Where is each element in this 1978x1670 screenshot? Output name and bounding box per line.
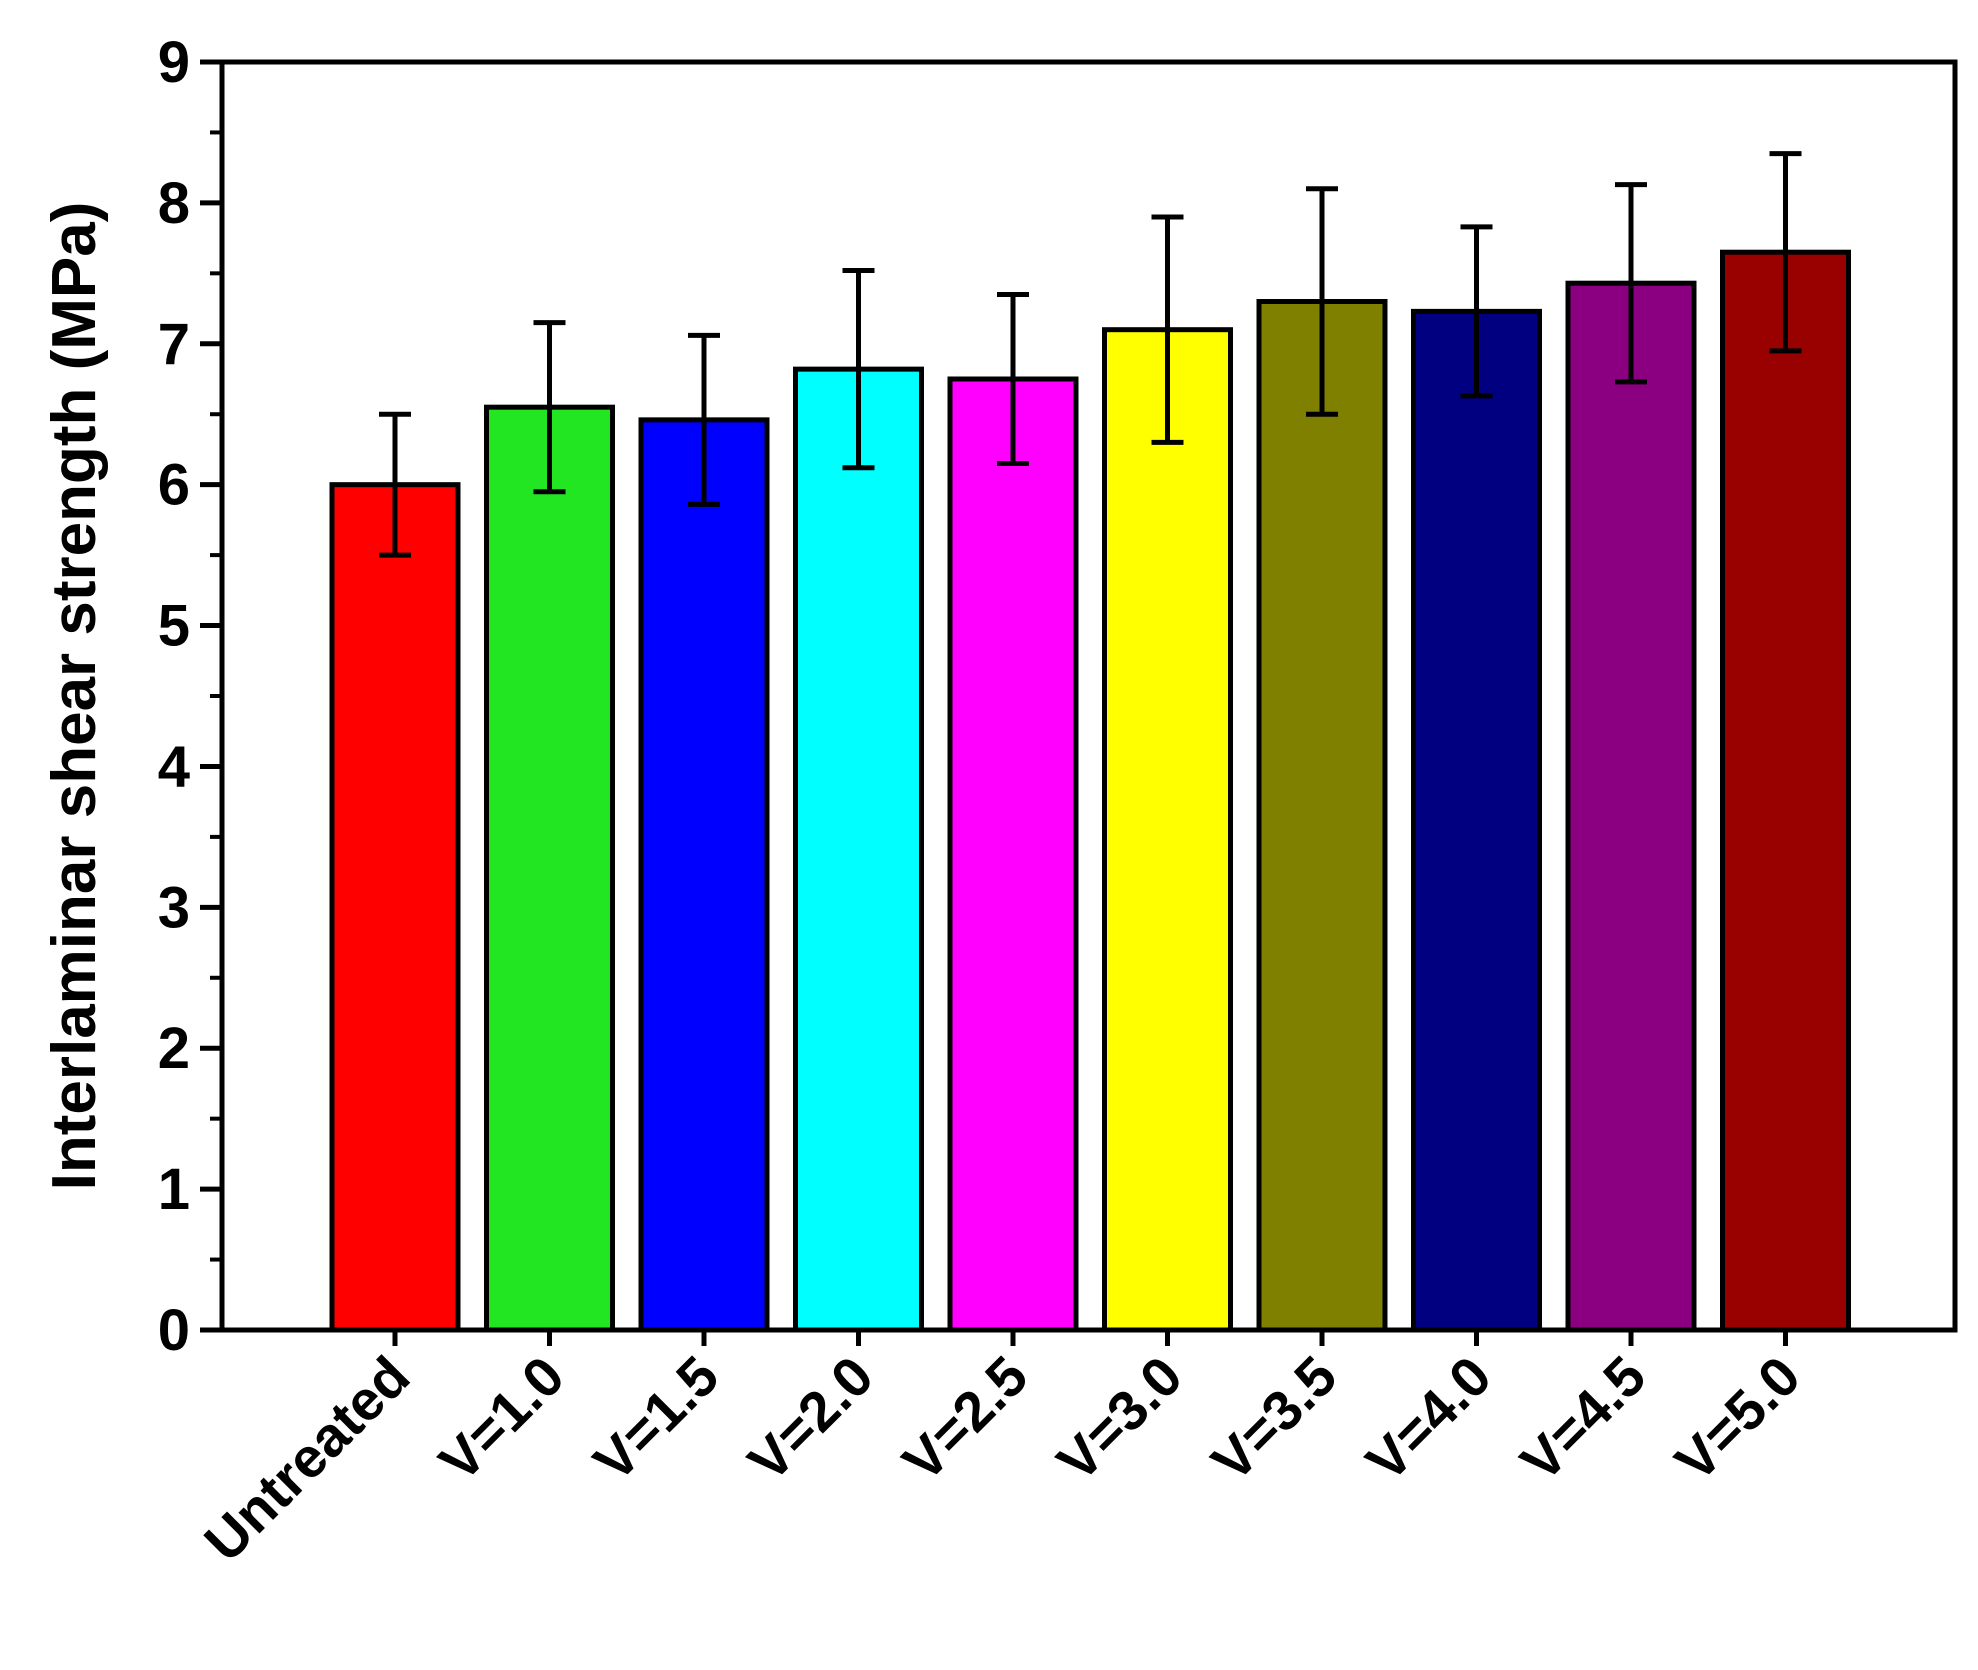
y-tick-label: 2	[158, 1016, 190, 1081]
bar	[329, 482, 461, 1333]
y-tick-label: 9	[158, 30, 190, 95]
y-tick-label: 7	[158, 312, 190, 377]
bar	[638, 417, 770, 1333]
y-tick-label: 6	[158, 453, 190, 518]
bar	[1102, 327, 1233, 1333]
bar	[484, 404, 615, 1333]
x-tick-label: V=1.5	[581, 1344, 730, 1493]
y-tick-label: 0	[158, 1298, 190, 1363]
y-tick-label: 3	[158, 875, 190, 940]
bar	[1565, 280, 1697, 1333]
bar	[1411, 308, 1542, 1333]
bar	[1256, 299, 1388, 1333]
x-axis-labels: Untreated V=1.0 V=1.5 V=2.0 V=2.5 V=3.0 V=3.5 V…	[192, 1330, 1812, 1573]
bar	[1720, 249, 1851, 1333]
x-tick-label: V=4.0	[1354, 1344, 1503, 1493]
x-tick-label: V=5.0	[1663, 1344, 1812, 1493]
y-tick-label: 4	[158, 734, 190, 799]
y-axis-label: Interlaminar shear strength (MPa)	[40, 202, 109, 1191]
error-bars-group	[379, 151, 1802, 558]
bars-group	[329, 249, 1851, 1333]
x-tick-label: V=4.5	[1508, 1344, 1657, 1493]
x-tick-label: V=2.5	[890, 1344, 1039, 1493]
x-tick-label: Untreated	[192, 1344, 421, 1573]
x-tick-label: V=3.0	[1045, 1344, 1194, 1493]
y-tick-label: 1	[158, 1157, 190, 1222]
x-tick-label: V=3.5	[1199, 1344, 1348, 1493]
y-axis-ticks: 0 1 2 3 4 5 6 7 8 9	[158, 30, 222, 1363]
y-tick-label: 5	[158, 594, 190, 659]
y-tick-label: 8	[158, 171, 190, 236]
x-tick-label: V=2.0	[736, 1344, 885, 1493]
bar	[793, 366, 924, 1333]
bar	[947, 376, 1079, 1333]
x-tick-label: V=1.0	[427, 1344, 576, 1493]
